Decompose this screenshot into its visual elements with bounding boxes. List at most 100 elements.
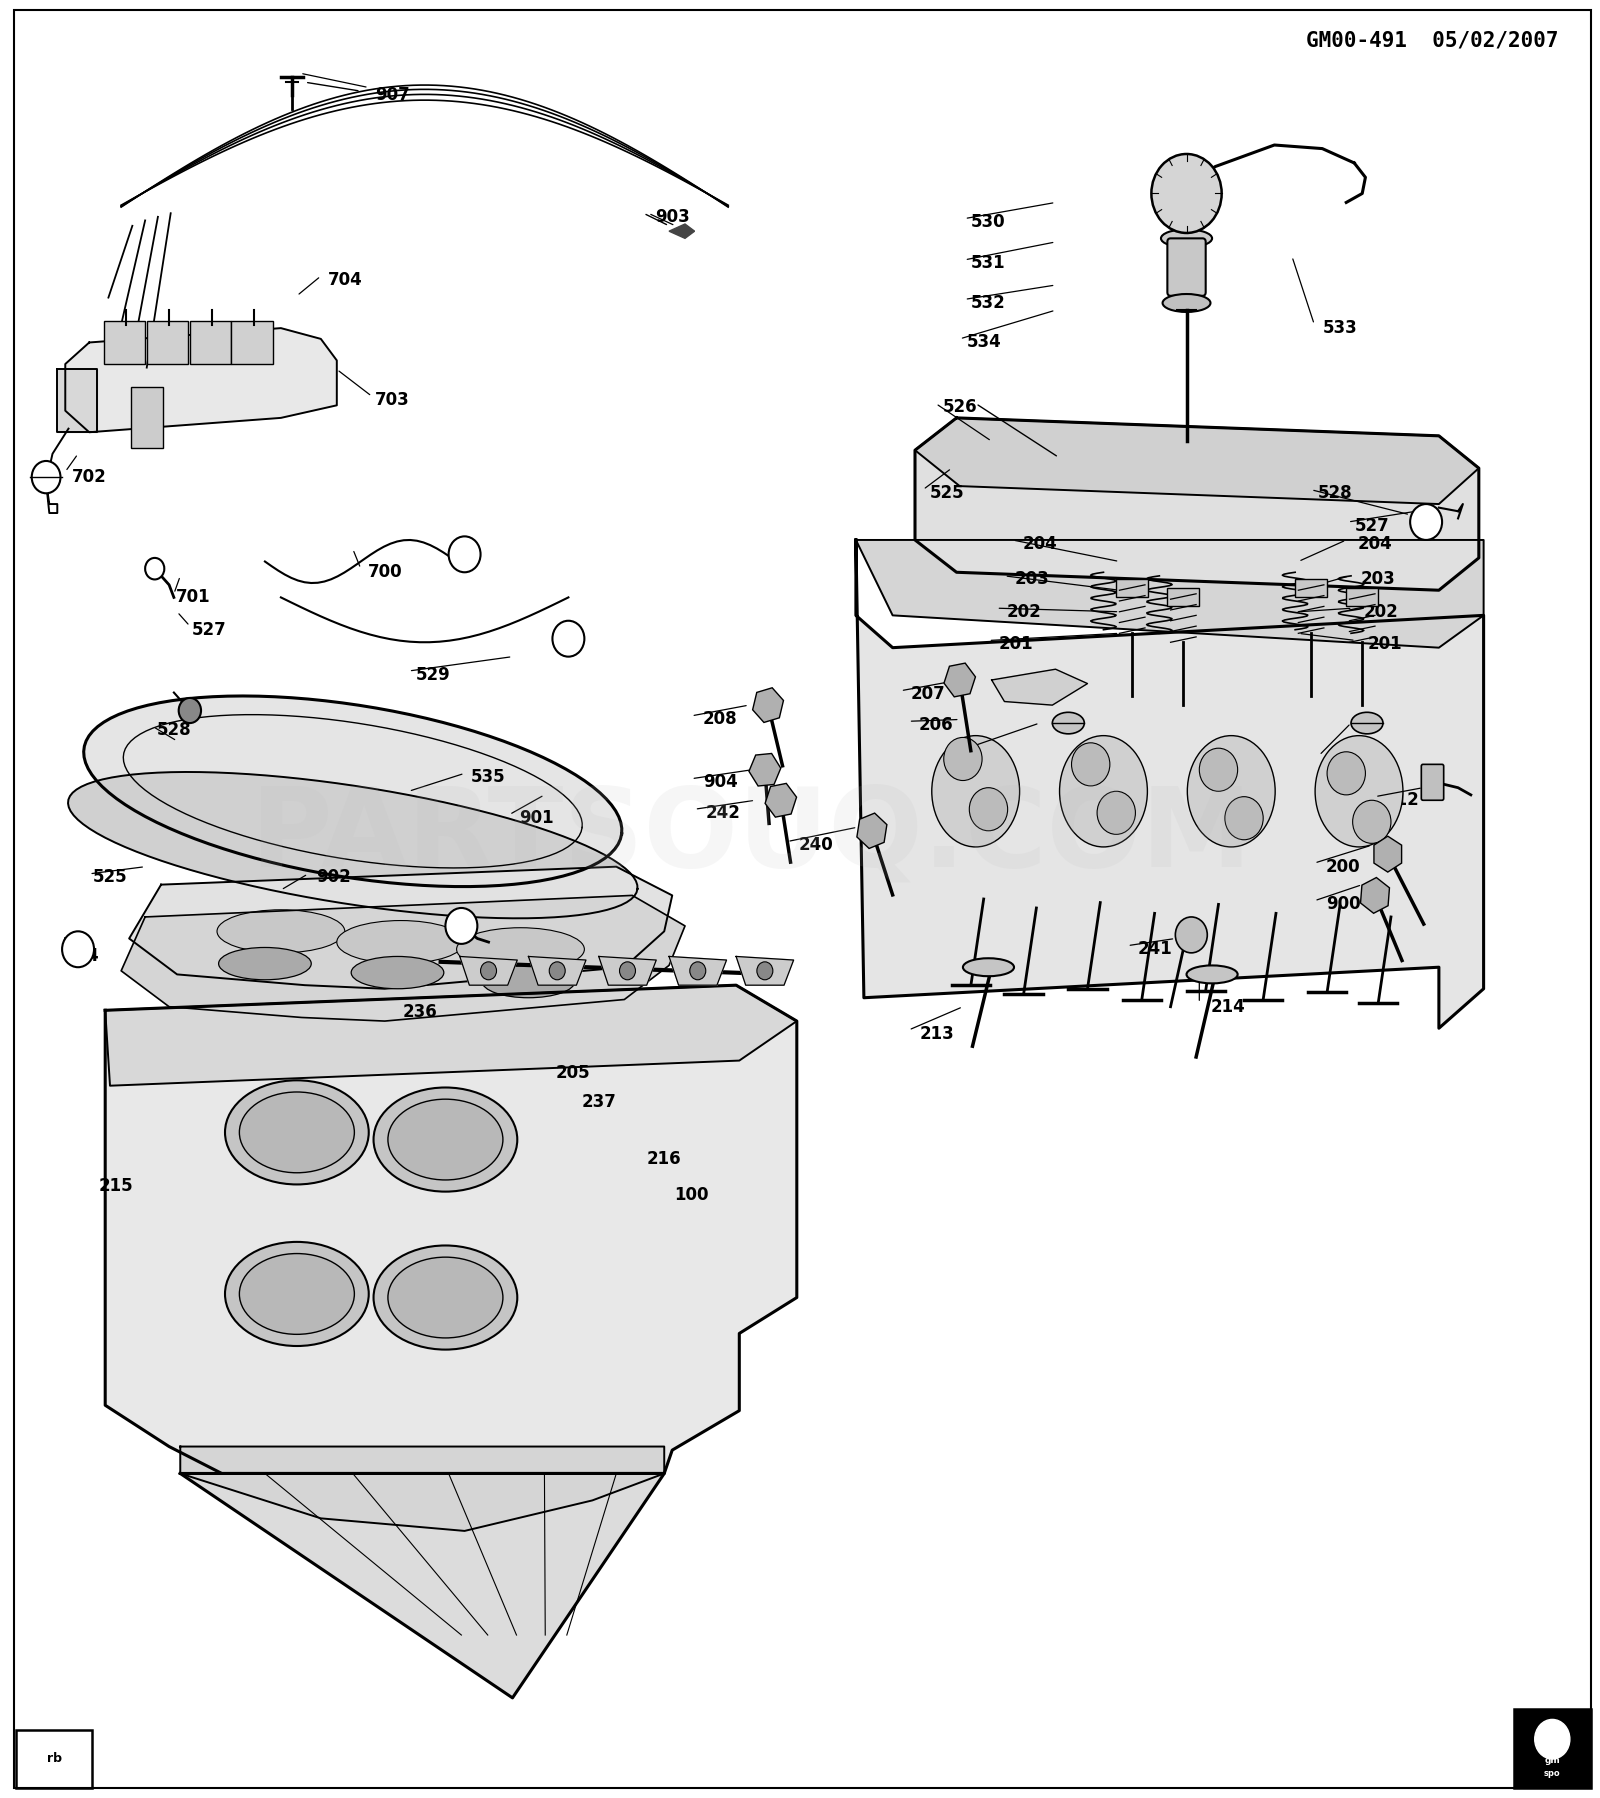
Polygon shape — [669, 225, 694, 239]
Polygon shape — [992, 669, 1088, 705]
Circle shape — [1098, 791, 1136, 834]
Bar — [1117, 579, 1149, 597]
Ellipse shape — [226, 1081, 368, 1185]
Text: 241: 241 — [1138, 940, 1171, 958]
Circle shape — [1226, 797, 1262, 840]
Ellipse shape — [1315, 735, 1403, 847]
Ellipse shape — [240, 1253, 354, 1334]
Text: 202: 202 — [1365, 602, 1398, 620]
Bar — [1168, 588, 1200, 606]
Circle shape — [1152, 155, 1222, 234]
FancyBboxPatch shape — [232, 320, 274, 363]
Text: 240: 240 — [798, 836, 834, 854]
Text: 203: 203 — [1014, 570, 1050, 588]
Text: 201: 201 — [1368, 635, 1402, 653]
Ellipse shape — [1187, 735, 1275, 847]
Text: 904: 904 — [702, 773, 738, 791]
Ellipse shape — [387, 1257, 502, 1338]
Circle shape — [480, 962, 496, 980]
Text: 703: 703 — [376, 390, 410, 408]
Circle shape — [690, 962, 706, 980]
Text: PARTSOUQ.COM: PARTSOUQ.COM — [251, 782, 1253, 890]
Ellipse shape — [219, 948, 312, 980]
Text: 215: 215 — [99, 1178, 134, 1196]
Polygon shape — [669, 957, 726, 985]
Circle shape — [549, 962, 565, 980]
Ellipse shape — [482, 966, 574, 998]
Ellipse shape — [218, 910, 344, 953]
Text: 532: 532 — [971, 295, 1006, 313]
Ellipse shape — [350, 957, 443, 989]
Polygon shape — [66, 327, 338, 432]
Text: 202: 202 — [1006, 602, 1042, 620]
Ellipse shape — [1187, 966, 1238, 984]
Text: 905: 905 — [403, 940, 437, 958]
Text: 207: 207 — [910, 685, 946, 703]
Text: 904: 904 — [64, 948, 99, 966]
Text: 100: 100 — [674, 1187, 709, 1205]
Ellipse shape — [240, 1091, 354, 1172]
Circle shape — [1326, 752, 1365, 795]
Text: 242: 242 — [706, 804, 741, 822]
FancyBboxPatch shape — [131, 387, 163, 448]
Polygon shape — [106, 985, 797, 1086]
Text: 236: 236 — [403, 1003, 437, 1021]
FancyBboxPatch shape — [1421, 764, 1443, 800]
Text: 237: 237 — [581, 1093, 616, 1111]
FancyBboxPatch shape — [104, 320, 146, 363]
Ellipse shape — [226, 1242, 368, 1347]
Circle shape — [179, 698, 202, 723]
Text: 213: 213 — [920, 1025, 955, 1043]
Polygon shape — [69, 771, 637, 919]
Ellipse shape — [387, 1099, 502, 1179]
Ellipse shape — [373, 1088, 517, 1192]
Text: 901: 901 — [518, 809, 554, 827]
Circle shape — [757, 962, 773, 980]
Text: 525: 525 — [93, 868, 128, 886]
Text: GM00-491  05/02/2007: GM00-491 05/02/2007 — [1306, 31, 1558, 50]
Ellipse shape — [338, 921, 464, 964]
FancyBboxPatch shape — [1514, 1708, 1590, 1787]
Polygon shape — [106, 985, 797, 1474]
Text: 527: 527 — [192, 620, 227, 638]
Ellipse shape — [456, 928, 584, 971]
Ellipse shape — [373, 1246, 517, 1350]
Polygon shape — [58, 369, 98, 432]
FancyBboxPatch shape — [1168, 239, 1206, 297]
FancyBboxPatch shape — [147, 320, 189, 363]
Polygon shape — [528, 957, 586, 985]
Text: 200: 200 — [491, 971, 526, 989]
Text: 204: 204 — [1022, 534, 1058, 552]
Text: 203: 203 — [1362, 570, 1395, 588]
Circle shape — [1176, 917, 1208, 953]
Circle shape — [445, 908, 477, 944]
Circle shape — [1352, 800, 1390, 843]
Circle shape — [1534, 1719, 1570, 1758]
Text: 205: 205 — [555, 1064, 590, 1082]
Text: 200: 200 — [1326, 858, 1360, 876]
Text: 528: 528 — [157, 721, 192, 739]
Ellipse shape — [1163, 295, 1211, 313]
Text: 206: 206 — [918, 716, 954, 734]
Polygon shape — [83, 696, 622, 886]
Text: 525: 525 — [930, 484, 965, 502]
Circle shape — [619, 962, 635, 980]
Text: 704: 704 — [328, 271, 362, 289]
Polygon shape — [181, 1447, 664, 1530]
Text: 201: 201 — [998, 635, 1034, 653]
Circle shape — [552, 620, 584, 656]
Text: 527: 527 — [1355, 516, 1389, 534]
Circle shape — [32, 460, 61, 493]
Polygon shape — [915, 417, 1478, 503]
Text: 212: 212 — [1384, 791, 1419, 809]
Text: 903: 903 — [654, 209, 690, 227]
Circle shape — [1200, 748, 1238, 791]
Ellipse shape — [1059, 735, 1147, 847]
Text: 529: 529 — [416, 665, 450, 683]
Text: rb: rb — [46, 1753, 61, 1766]
Polygon shape — [856, 539, 1483, 647]
Text: 526: 526 — [942, 397, 978, 415]
Ellipse shape — [931, 735, 1019, 847]
Text: 204: 204 — [1358, 534, 1392, 552]
Polygon shape — [130, 867, 672, 989]
